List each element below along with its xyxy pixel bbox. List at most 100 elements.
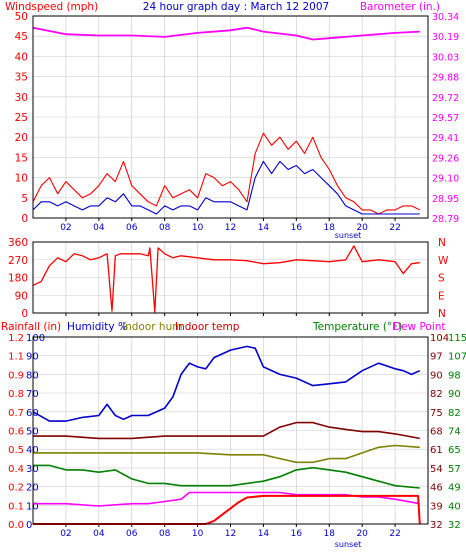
indoor-temp-ytick-label: 75 bbox=[430, 408, 443, 419]
wind-xtick-label: 02 bbox=[60, 223, 71, 233]
legend-humidity: Humidity % bbox=[67, 321, 128, 333]
humidity-ytick-label: 20 bbox=[26, 483, 39, 494]
temperature-series bbox=[33, 464, 420, 489]
legend-indoor-temp: Indoor temp bbox=[175, 321, 240, 333]
wind-frame bbox=[32, 15, 429, 219]
wind-direction-series bbox=[32, 245, 420, 313]
wind-ytick-label: 50 bbox=[15, 11, 28, 23]
chart-title: 24 hour graph day : March 12 2007 bbox=[143, 1, 329, 13]
wind-ytick-label: 45 bbox=[15, 31, 28, 43]
env-xtick-label: 20 bbox=[356, 529, 368, 539]
wind-average-series bbox=[32, 160, 420, 215]
wind-xtick-label: 06 bbox=[126, 223, 138, 233]
wind-xtick-label: 10 bbox=[192, 223, 204, 233]
humidity-ytick-label: 50 bbox=[26, 427, 39, 438]
legend-rainfall: Rainfall (in) bbox=[1, 321, 61, 333]
indoor-temp-series bbox=[33, 421, 420, 440]
wind-xtick-label: 14 bbox=[258, 223, 270, 233]
temperature-ytick-label: 107 bbox=[448, 352, 466, 363]
rain-ytick-label: 0.1 bbox=[8, 501, 24, 512]
humidity-ytick-label: 60 bbox=[26, 408, 39, 419]
humidity-ytick-label: 100 bbox=[26, 333, 45, 344]
dir-compass-letter: E bbox=[438, 290, 445, 302]
dir-ytick-label: 270 bbox=[8, 255, 28, 267]
indoor-temp-ytick-label: 32 bbox=[430, 520, 443, 531]
wind-ytick-label: 0 bbox=[21, 213, 28, 225]
humidity-ytick-label: 80 bbox=[26, 370, 39, 381]
baro-ytick-label: 29.57 bbox=[432, 113, 459, 124]
indoor-temp-ytick-label: 46 bbox=[430, 483, 443, 494]
wind-ytick-label: 15 bbox=[15, 152, 28, 164]
temperature-ytick-label: 74 bbox=[448, 427, 461, 438]
wind-xtick-label: 22 bbox=[389, 223, 400, 233]
dir-ytick-label: 0 bbox=[21, 308, 28, 320]
rain-ytick-label: 0.5 bbox=[8, 445, 24, 456]
sunset-label-top: sunset bbox=[335, 231, 362, 240]
env-xtick-label: 12 bbox=[225, 529, 236, 539]
wind-ytick-label: 10 bbox=[15, 173, 28, 185]
humidity-ytick-label: 70 bbox=[26, 389, 39, 400]
dir-compass-letter: N bbox=[438, 308, 446, 320]
baro-ytick-label: 29.26 bbox=[432, 153, 459, 164]
env-xtick-label: 18 bbox=[324, 529, 336, 539]
env-xtick-label: 02 bbox=[60, 529, 71, 539]
rainfall-series bbox=[33, 494, 421, 525]
indoor-temp-ytick-label: 61 bbox=[430, 445, 443, 456]
rain-ytick-label: 1.2 bbox=[8, 333, 24, 344]
rain-ytick-label: 0.7 bbox=[8, 408, 24, 419]
baro-ytick-label: 30.03 bbox=[432, 52, 459, 63]
rain-ytick-label: 0.9 bbox=[8, 370, 24, 381]
dir-ytick-label: 360 bbox=[8, 237, 28, 249]
rain-ytick-label: 1.1 bbox=[8, 352, 24, 363]
indoor-temp-ytick-label: 97 bbox=[430, 352, 443, 363]
baro-ytick-label: 30.19 bbox=[432, 32, 459, 43]
wind-ytick-label: 25 bbox=[15, 112, 28, 124]
windspeed-axis-label: Windspeed (mph) bbox=[5, 1, 98, 13]
humidity-ytick-label: 0 bbox=[26, 520, 32, 531]
wind-xtick-label: 04 bbox=[93, 223, 105, 233]
rain-ytick-label: 0.4 bbox=[8, 464, 24, 475]
sunset-label-bottom: sunset bbox=[335, 540, 362, 549]
baro-ytick-label: 28.95 bbox=[432, 194, 459, 205]
dir-compass-letter: S bbox=[438, 273, 445, 285]
wind-ytick-label: 30 bbox=[15, 92, 28, 104]
temperature-ytick-label: 49 bbox=[448, 483, 461, 494]
baro-ytick-label: 29.72 bbox=[432, 93, 459, 104]
temperature-ytick-label: 115 bbox=[448, 333, 466, 344]
humidity-ytick-label: 40 bbox=[26, 445, 39, 456]
dir-compass-letter: W bbox=[438, 255, 449, 267]
rain-ytick-label: 0.2 bbox=[8, 483, 24, 494]
baro-ytick-label: 29.41 bbox=[432, 133, 459, 144]
wind-ytick-label: 20 bbox=[15, 132, 28, 144]
indoor-temp-ytick-label: 90 bbox=[430, 370, 443, 381]
wind-gust-series bbox=[32, 132, 421, 215]
env-xtick-label: 16 bbox=[291, 529, 303, 539]
humidity-ytick-label: 30 bbox=[26, 464, 39, 475]
wind-xtick-label: 08 bbox=[159, 223, 171, 233]
barometer-series bbox=[32, 26, 420, 41]
indoor-humidity-series bbox=[33, 444, 420, 464]
wind-ytick-label: 35 bbox=[15, 72, 28, 84]
dew-point-series bbox=[33, 491, 420, 507]
dir-compass-letter: N bbox=[438, 237, 446, 249]
wind-xtick-label: 12 bbox=[225, 223, 236, 233]
dir-ytick-label: 90 bbox=[15, 290, 28, 302]
indoor-temp-ytick-label: 82 bbox=[430, 389, 443, 400]
temperature-ytick-label: 82 bbox=[448, 408, 461, 419]
indoor-temp-ytick-label: 104 bbox=[430, 333, 449, 344]
wind-ytick-label: 5 bbox=[21, 193, 28, 205]
temperature-ytick-label: 90 bbox=[448, 389, 461, 400]
temperature-ytick-label: 32 bbox=[448, 520, 461, 531]
chart-marks: 02 04 06 08 10 12 14 16 18 20 22504540353025201510… bbox=[8, 11, 466, 539]
temperature-ytick-label: 40 bbox=[448, 501, 461, 512]
legend-temperature: Temperature (°F) bbox=[312, 321, 402, 333]
temperature-ytick-label: 65 bbox=[448, 445, 461, 456]
baro-ytick-label: 30.34 bbox=[432, 12, 459, 23]
temperature-ytick-label: 98 bbox=[448, 370, 461, 381]
temperature-ytick-label: 57 bbox=[448, 464, 461, 475]
legend-dew-point: Dew Point bbox=[393, 321, 446, 333]
dir-frame bbox=[32, 241, 429, 314]
legend-indoor-hum: Indoor hum bbox=[122, 321, 182, 333]
humidity-series bbox=[32, 345, 421, 422]
